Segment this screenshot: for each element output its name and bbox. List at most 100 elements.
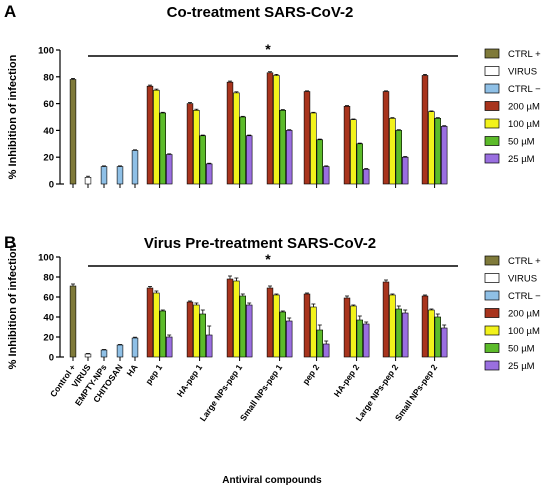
bar-1-s2-g3 bbox=[279, 311, 286, 358]
bar-0-s1-g1 bbox=[193, 110, 200, 185]
bar-1-s3-g5 bbox=[362, 323, 370, 358]
legend-label-1-0: CTRL + bbox=[508, 256, 541, 267]
bar-0-s3-g6 bbox=[401, 156, 409, 185]
bar-1-s2-g6 bbox=[395, 308, 402, 358]
legend-swatch-1-2 bbox=[484, 290, 500, 301]
legend-swatch-1-4 bbox=[484, 325, 500, 336]
bar-1-s1-g0 bbox=[153, 292, 160, 358]
bar-1-s1-g2 bbox=[233, 280, 240, 358]
legend-label-1-6: 25 µM bbox=[508, 361, 535, 372]
bar-0-s2-g6 bbox=[395, 130, 402, 185]
bar-1-s2-g7 bbox=[434, 316, 441, 358]
bar-0-s3-g2 bbox=[246, 135, 253, 185]
legend-label-0-5: 50 µM bbox=[508, 137, 535, 148]
bar-0-s0-g3 bbox=[266, 72, 274, 185]
panel-b-letter: B bbox=[4, 233, 16, 252]
bar-0-s0-g4 bbox=[303, 91, 311, 185]
bar-0-s0-g5 bbox=[343, 105, 351, 185]
legend-swatch-0-4 bbox=[484, 118, 500, 129]
control-bar-1-1 bbox=[84, 353, 92, 358]
bar-1-s3-g0 bbox=[166, 336, 173, 358]
category-label-7: Small NPs-pep 2 bbox=[393, 362, 440, 423]
bar-1-s0-g1 bbox=[186, 301, 194, 358]
category-label-4: pep 2 bbox=[300, 362, 321, 386]
y-tick-label-0-5: 100 bbox=[38, 46, 54, 57]
y-tick-label-0-1: 20 bbox=[43, 153, 54, 164]
bar-0-s1-g2 bbox=[233, 92, 240, 185]
bar-1-s2-g1 bbox=[199, 313, 206, 358]
bar-0-s3-g1 bbox=[206, 163, 213, 185]
bar-0-s2-g5 bbox=[356, 143, 363, 185]
bar-1-s0-g2 bbox=[226, 278, 234, 358]
bar-0-s2-g0 bbox=[159, 112, 166, 185]
bar-1-s3-g1 bbox=[206, 334, 213, 358]
legend-swatch-0-3 bbox=[484, 101, 500, 111]
bar-0-s0-g7 bbox=[421, 75, 429, 185]
y-tick-label-1-5: 100 bbox=[38, 253, 54, 264]
panel-a-letter: A bbox=[4, 2, 16, 21]
category-label-1: HA-pep 1 bbox=[175, 362, 205, 399]
control-bar-1-3 bbox=[116, 344, 124, 358]
bar-0-s2-g1 bbox=[199, 135, 206, 185]
control-label-4: HA bbox=[124, 362, 139, 378]
legend-swatch-0-0 bbox=[484, 48, 500, 59]
y-axis-label-0: % Inhibition of infection bbox=[7, 54, 19, 179]
bar-1-s1-g6 bbox=[389, 294, 396, 358]
y-tick-label-1-4: 80 bbox=[43, 273, 54, 284]
y-tick-label-1-2: 40 bbox=[43, 313, 54, 324]
legend-label-1-5: 50 µM bbox=[508, 344, 535, 355]
legend-label-0-1: VIRUS bbox=[508, 67, 537, 78]
y-tick-label-1-1: 20 bbox=[43, 333, 54, 344]
bar-0-s1-g6 bbox=[389, 118, 396, 185]
bar-1-s0-g7 bbox=[421, 295, 429, 358]
bar-1-s0-g4 bbox=[303, 293, 311, 358]
bar-1-s1-g1 bbox=[193, 304, 200, 358]
bar-1-s0-g5 bbox=[343, 297, 351, 358]
control-bar-1-4 bbox=[131, 337, 139, 358]
bar-1-s3-g4 bbox=[322, 343, 330, 358]
control-bar-0-2 bbox=[100, 166, 108, 185]
legend-swatch-1-6 bbox=[484, 360, 500, 371]
category-label-2: Large NPs-pep 1 bbox=[198, 362, 245, 423]
panel-a-title: Co-treatment SARS-CoV-2 bbox=[167, 4, 354, 21]
control-bar-0-3 bbox=[116, 166, 124, 185]
bar-0-s2-g2 bbox=[239, 116, 246, 185]
bar-0-s3-g4 bbox=[322, 166, 330, 185]
legend-label-1-1: VIRUS bbox=[508, 274, 537, 285]
bar-0-s2-g4 bbox=[316, 139, 323, 185]
bar-1-s3-g2 bbox=[246, 304, 253, 358]
legend-swatch-0-1 bbox=[484, 66, 500, 76]
legend-label-0-3: 200 µM bbox=[508, 102, 540, 113]
x-axis-label: Antiviral compounds bbox=[222, 475, 322, 486]
bar-1-s3-g3 bbox=[285, 320, 293, 358]
category-label-3: Small NPs-pep 1 bbox=[238, 362, 285, 423]
bar-0-s0-g6 bbox=[382, 91, 390, 185]
control-bar-0-1 bbox=[84, 177, 92, 185]
bar-1-s1-g4 bbox=[310, 306, 317, 358]
legend-swatch-1-3 bbox=[484, 308, 500, 318]
bar-0-s0-g1 bbox=[186, 103, 194, 185]
control-bar-1-0 bbox=[69, 285, 77, 358]
bar-0-s3-g7 bbox=[440, 126, 448, 185]
panel-b-title: Virus Pre-treatment SARS-CoV-2 bbox=[144, 235, 376, 252]
legend-label-0-4: 100 µM bbox=[508, 119, 540, 130]
y-axis-label-1: % Inhibition of infection bbox=[7, 244, 19, 369]
bar-1-s3-g6 bbox=[401, 312, 409, 358]
bar-1-s2-g5 bbox=[356, 319, 363, 358]
legend-swatch-1-0 bbox=[484, 255, 500, 266]
legend-label-1-2: CTRL − bbox=[508, 291, 541, 302]
y-tick-label-1-3: 60 bbox=[43, 293, 54, 304]
bar-1-s2-g0 bbox=[159, 310, 166, 358]
bar-1-s0-g3 bbox=[266, 287, 274, 358]
control-bar-1-2 bbox=[100, 349, 108, 358]
legend-label-0-6: 25 µM bbox=[508, 154, 535, 165]
bar-1-s1-g3 bbox=[273, 294, 280, 358]
legend-label-0-0: CTRL + bbox=[508, 49, 541, 60]
category-label-5: HA-pep 2 bbox=[332, 362, 362, 399]
bar-0-s0-g2 bbox=[226, 81, 234, 185]
panel-a-chart: % Inhibition of infection 0 20 40 60 80 100 * CT… bbox=[7, 41, 541, 191]
control-bar-0-4 bbox=[131, 150, 139, 185]
bar-0-s3-g3 bbox=[285, 130, 293, 185]
bar-1-s1-g5 bbox=[350, 305, 357, 358]
